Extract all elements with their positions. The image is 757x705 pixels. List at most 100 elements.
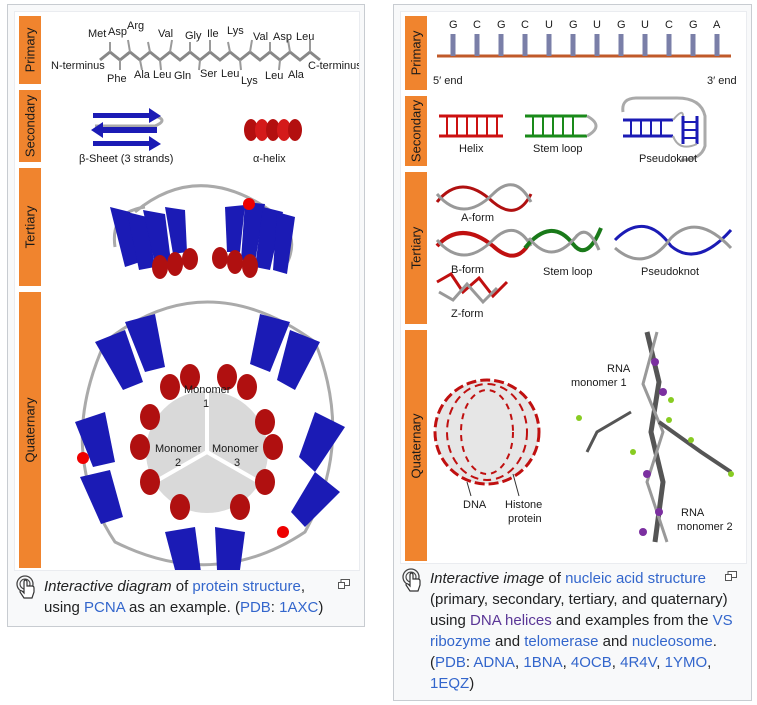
protein-structure-panel: Primary Secondary Tertiary Quaternary Me…: [7, 4, 365, 627]
tab-quaternary[interactable]: Quaternary: [405, 330, 427, 561]
link-vs-ribozyme[interactable]: VS ribozyme: [430, 612, 733, 650]
tab-primary[interactable]: Primary: [405, 16, 427, 90]
five-prime-end-label: 5′ end: [433, 75, 463, 87]
histone-label-line1: Histone: [505, 499, 542, 511]
residue-gln: Gln: [174, 70, 191, 82]
protein-structure-diagram[interactable]: Primary Secondary Tertiary Quaternary Me…: [14, 11, 360, 571]
enlarge-icon[interactable]: [725, 571, 737, 581]
rna-monomer-2-label-line2: monomer 2: [677, 521, 733, 533]
beta-sheet-label: β-Sheet (3 strands): [79, 153, 173, 165]
residue-leu: Leu: [296, 31, 314, 43]
nucleic-acid-panel: Primary Secondary Tertiary Quaternary G …: [393, 4, 752, 701]
residue-gly: Gly: [185, 30, 202, 42]
link-protein-structure[interactable]: protein structure: [192, 578, 301, 595]
link-nucleic-acid-structure[interactable]: nucleic acid structure: [565, 570, 706, 587]
stem-loop-3d-art: [523, 227, 603, 254]
tab-tertiary[interactable]: Tertiary: [405, 172, 427, 324]
pointer-hand-icon: [16, 575, 35, 599]
dna-label: DNA: [463, 499, 487, 511]
rna-monomer-1-label-line2: monomer 1: [571, 377, 627, 389]
residue-val: Val: [253, 31, 268, 43]
residue-ala: Ala: [134, 69, 151, 81]
base-c: C: [665, 19, 673, 31]
monomer-2-number: 2: [175, 457, 181, 469]
link-4r4v[interactable]: 4R4V: [620, 654, 657, 671]
c-terminus-label: C-terminus: [308, 60, 360, 72]
pseudoknot-label: Pseudoknot: [639, 153, 697, 165]
tab-quaternary[interactable]: Quaternary: [19, 292, 41, 568]
protein-caption: Interactive diagram of protein structure…: [44, 578, 324, 616]
link-adna[interactable]: ADNA: [473, 654, 516, 671]
base-c: C: [473, 19, 481, 31]
rna-backbone: [437, 34, 731, 58]
stem-loop-2d-art: [525, 114, 598, 138]
base-g: G: [617, 19, 626, 31]
residue-val: Val: [158, 28, 173, 40]
base-a: A: [713, 19, 721, 31]
residue-lys: Lys: [241, 75, 258, 87]
link-pdb[interactable]: PDB: [435, 654, 466, 671]
n-terminus-label: N-terminus: [51, 60, 105, 72]
pseudoknot-2d-art: [621, 96, 707, 162]
z-form-label: Z-form: [451, 308, 483, 320]
a-form-label: A-form: [461, 212, 494, 224]
residue-ala: Ala: [288, 69, 305, 81]
alpha-helix-label: α-helix: [253, 153, 286, 165]
link-pdb[interactable]: PDB: [239, 599, 271, 616]
dna-forms-art: [435, 183, 533, 305]
monomer-3-label: Monomer: [212, 443, 259, 455]
amino-acid-chain: [99, 39, 321, 71]
residue-ile: Ile: [207, 28, 219, 40]
ribozyme-art: [576, 331, 734, 543]
residue-met: Met: [88, 28, 106, 40]
residue-leu: Leu: [265, 70, 283, 82]
link-pcna[interactable]: PCNA: [84, 599, 125, 616]
residue-arg: Arg: [127, 20, 144, 32]
link-1bna[interactable]: 1BNA: [523, 654, 563, 671]
nucleic-acid-diagram[interactable]: Primary Secondary Tertiary Quaternary G …: [400, 11, 747, 564]
base-g: G: [689, 19, 698, 31]
stem-loop-label: Stem loop: [533, 143, 583, 155]
quaternary-protein-art: [75, 300, 345, 570]
histone-label-line2: protein: [508, 513, 542, 525]
rna-monomer-1-label-line1: RNA: [607, 363, 631, 375]
base-u: U: [593, 19, 601, 31]
tab-tertiary[interactable]: Tertiary: [19, 168, 41, 286]
tab-secondary[interactable]: Secondary: [19, 90, 41, 162]
tertiary-protein-art: [110, 184, 295, 279]
link-nucleosome[interactable]: nucleosome: [631, 633, 713, 650]
base-g: G: [569, 19, 578, 31]
residue-asp: Asp: [108, 26, 127, 38]
monomer-3-number: 3: [234, 457, 240, 469]
tab-secondary[interactable]: Secondary: [405, 96, 427, 166]
base-g: G: [497, 19, 506, 31]
base-u: U: [641, 19, 649, 31]
b-form-label: B-form: [451, 264, 484, 276]
nucleic-art: G C G C U G U G U C G A 5′ end 3′ end He…: [433, 19, 737, 543]
base-g: G: [449, 19, 458, 31]
residue-lys: Lys: [227, 25, 244, 37]
enlarge-icon[interactable]: [338, 579, 350, 589]
alpha-helix-art: [244, 119, 302, 141]
residue-phe: Phe: [107, 73, 127, 85]
beta-sheet-art: [91, 108, 164, 151]
monomer-1-label: Monomer: [184, 384, 231, 396]
residue-ser: Ser: [200, 68, 217, 80]
protein-art: Met Asp Arg Val Gly Ile Lys Val Asp Leu …: [51, 20, 360, 570]
helix-2d-art: [439, 114, 503, 138]
pointer-hand-icon: [402, 568, 421, 592]
nucleic-caption: Interactive image of nucleic acid struct…: [430, 570, 733, 692]
rna-monomer-2-label-line1: RNA: [681, 507, 705, 519]
base-c: C: [521, 19, 529, 31]
link-4ocb[interactable]: 4OCB: [570, 654, 612, 671]
link-1axc[interactable]: 1AXC: [279, 599, 319, 616]
tab-primary[interactable]: Primary: [19, 16, 41, 84]
link-1ymo[interactable]: 1YMO: [664, 654, 708, 671]
link-dna-helices[interactable]: DNA helices: [470, 612, 552, 629]
residue-asp: Asp: [273, 31, 292, 43]
monomer-2-label: Monomer: [155, 443, 202, 455]
residue-leu: Leu: [153, 69, 171, 81]
three-prime-end-label: 3′ end: [707, 75, 737, 87]
link-telomerase[interactable]: telomerase: [524, 633, 599, 650]
link-1eqz[interactable]: 1EQZ: [430, 675, 470, 692]
